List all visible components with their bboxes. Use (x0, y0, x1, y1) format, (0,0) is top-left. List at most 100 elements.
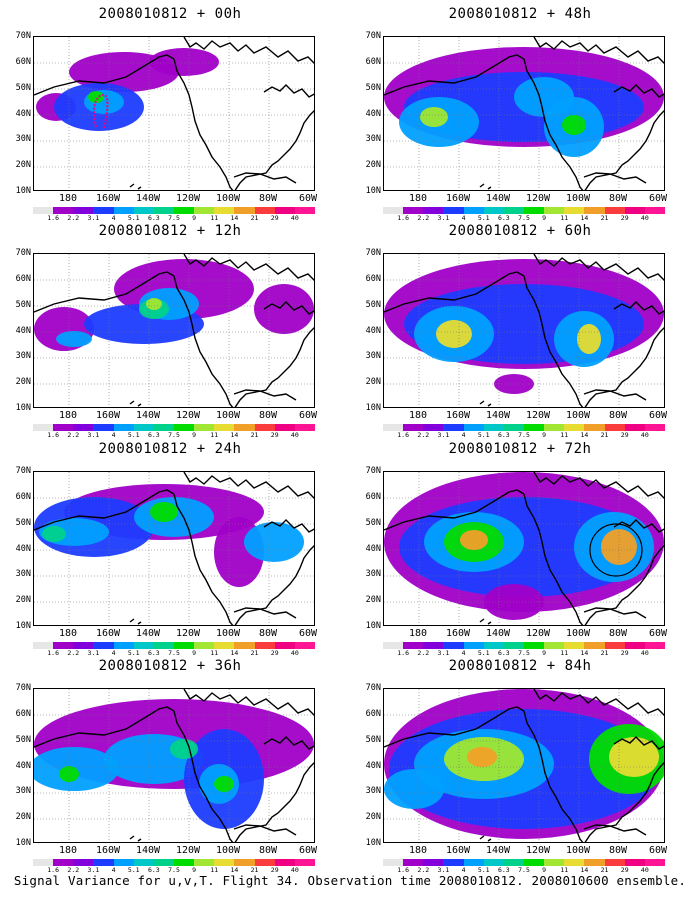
colorbar-level-label: 1.6 (47, 649, 60, 657)
colorbar-swatch (523, 859, 545, 866)
longitude-label: 100W (565, 193, 591, 204)
colorbar-level-label: 6.3 (497, 431, 510, 439)
coastline (34, 54, 175, 96)
colorbar-swatch (194, 207, 215, 214)
variance-contour (88, 91, 104, 103)
colorbar-swatch (443, 642, 464, 649)
coastline (523, 275, 584, 407)
longitude-label: 80W (608, 193, 628, 204)
coastline (173, 275, 234, 407)
coastline (173, 493, 234, 625)
colorbar-level-label: 2.2 (417, 649, 430, 657)
colorbar-level-label: 14 (580, 649, 589, 657)
colorbar-level-label: 40 (290, 649, 299, 657)
colorbar-swatch (423, 859, 444, 866)
colorbar-level-label: 40 (640, 431, 649, 439)
variance-contour (420, 107, 448, 127)
colorbar-swatch (254, 207, 275, 214)
coastline (183, 689, 314, 716)
colorbar-level-label: 4 (461, 866, 466, 874)
colorbar-level-label: 14 (580, 214, 589, 222)
colorbar-swatch (644, 859, 665, 866)
colorbar-level-label: 2.2 (67, 214, 80, 222)
colorbar-swatch (624, 207, 645, 214)
coastline (233, 172, 297, 184)
colorbar-level-label: 3.1 (437, 649, 450, 657)
colorbar-level-label: 2.2 (417, 866, 430, 874)
colorbar-swatch (214, 207, 235, 214)
latitude-label: 10N (365, 621, 381, 631)
colorbar-level-label: 4 (461, 431, 466, 439)
longitude-label: 140W (485, 193, 511, 204)
longitude-label: 160W (445, 193, 471, 204)
colorbar-level-label: 21 (250, 431, 259, 439)
colorbar-level-label: 14 (580, 431, 589, 439)
colorbar-swatch (194, 859, 215, 866)
coastline (384, 271, 525, 313)
latitude-label: 30N (365, 134, 381, 145)
colorbar-swatch (33, 424, 54, 431)
colorbar-level-label: 6.3 (147, 866, 160, 874)
map-panel: 2008010812 + 36h 70N 60N 50N 40N 30N 20N 10N 180… (0, 657, 340, 874)
colorbar-level-label: 40 (290, 866, 299, 874)
latitude-label: 20N (365, 377, 381, 388)
colorbar-swatch (544, 207, 565, 214)
latitude-label: 50N (15, 299, 31, 310)
variance-contour (42, 526, 66, 542)
map-panel: 2008010812 + 24h 70N 60N 50N 40N 30N 20N 10N 180… (0, 440, 340, 657)
latitude-label: 70N (15, 683, 31, 693)
latitude-label: 40N (365, 325, 381, 336)
colorbar-swatch (423, 207, 444, 214)
colorbar-swatch (53, 424, 74, 431)
colorbar-level-label: 7.5 (168, 649, 180, 657)
latitude-label: 10N (15, 621, 31, 631)
latitude-label: 70N (15, 31, 31, 41)
coastline (34, 489, 175, 531)
map-plot (34, 689, 314, 842)
colorbar (33, 859, 315, 866)
variance-contour (214, 776, 234, 792)
coastline (533, 472, 664, 499)
longitude-label: 180 (58, 845, 78, 856)
colorbar-level-label: 7.5 (518, 649, 530, 657)
colorbar-level-label: 9 (542, 431, 547, 439)
colorbar-level-label: 9 (192, 649, 197, 657)
colorbar-swatch (544, 642, 565, 649)
colorbar-swatch (274, 859, 295, 866)
colorbar-swatch (463, 424, 484, 431)
colorbar-level-label: 5.1 (127, 866, 140, 874)
colorbar-swatch (463, 642, 484, 649)
latitude-label: 70N (365, 683, 381, 693)
coastline (384, 706, 525, 748)
latitude-label: 70N (15, 248, 31, 258)
longitude-label: 180 (408, 410, 428, 421)
colorbar-level-label: 1.6 (47, 431, 60, 439)
colorbar-level-label: 9 (542, 866, 547, 874)
longitude-label: 100W (565, 845, 591, 856)
colorbar-level-label: 14 (580, 866, 589, 874)
coastline (183, 254, 314, 281)
coastline (479, 400, 492, 407)
colorbar-swatch (463, 207, 484, 214)
colorbar-swatch (604, 207, 625, 214)
coastline (583, 389, 647, 401)
colorbar-swatch (383, 642, 404, 649)
colorbar-level-label: 21 (600, 431, 609, 439)
colorbar-level-label: 5.1 (127, 214, 140, 222)
latitude-label: 10N (365, 186, 381, 196)
colorbar-level-label: 9 (192, 214, 197, 222)
latitude-label: 10N (365, 838, 381, 848)
colorbar-swatch (383, 424, 404, 431)
colorbar-swatch (523, 424, 545, 431)
colorbar-swatch (234, 642, 255, 649)
longitude-label: 160W (445, 410, 471, 421)
latitude-label: 50N (15, 82, 31, 93)
map-panel: 2008010812 + 00h 70N 60N 50N 40N 30N 20N 10N 180… (0, 5, 340, 222)
longitude-label: 180 (58, 410, 78, 421)
variance-contour (562, 115, 586, 135)
colorbar-swatch (194, 424, 215, 431)
latitude-label: 20N (15, 377, 31, 388)
coastline (533, 689, 664, 716)
colorbar-level-label: 7.5 (168, 431, 180, 439)
longitude-label: 120W (175, 193, 201, 204)
